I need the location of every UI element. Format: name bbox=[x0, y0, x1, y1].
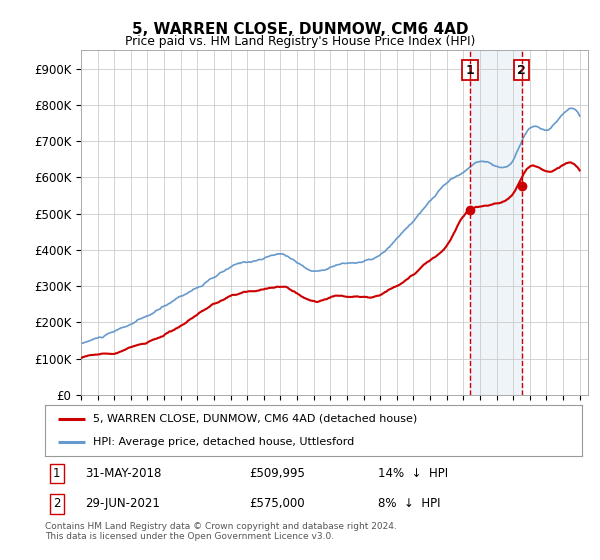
Text: 29-JUN-2021: 29-JUN-2021 bbox=[85, 497, 160, 510]
Text: Price paid vs. HM Land Registry's House Price Index (HPI): Price paid vs. HM Land Registry's House … bbox=[125, 35, 475, 48]
Text: 8%  ↓  HPI: 8% ↓ HPI bbox=[378, 497, 440, 510]
Text: Contains HM Land Registry data © Crown copyright and database right 2024.
This d: Contains HM Land Registry data © Crown c… bbox=[45, 522, 397, 542]
Text: £575,000: £575,000 bbox=[249, 497, 305, 510]
Text: 1: 1 bbox=[53, 467, 61, 480]
Text: 31-MAY-2018: 31-MAY-2018 bbox=[85, 467, 161, 480]
Text: 2: 2 bbox=[53, 497, 61, 510]
Text: 5, WARREN CLOSE, DUNMOW, CM6 4AD (detached house): 5, WARREN CLOSE, DUNMOW, CM6 4AD (detach… bbox=[94, 414, 418, 424]
Text: 5, WARREN CLOSE, DUNMOW, CM6 4AD: 5, WARREN CLOSE, DUNMOW, CM6 4AD bbox=[132, 22, 468, 38]
Text: 2: 2 bbox=[517, 64, 526, 77]
Text: £509,995: £509,995 bbox=[249, 467, 305, 480]
Text: 14%  ↓  HPI: 14% ↓ HPI bbox=[378, 467, 448, 480]
Bar bbox=[470, 50, 521, 395]
Text: 1: 1 bbox=[466, 64, 475, 77]
Text: HPI: Average price, detached house, Uttlesford: HPI: Average price, detached house, Uttl… bbox=[94, 437, 355, 447]
